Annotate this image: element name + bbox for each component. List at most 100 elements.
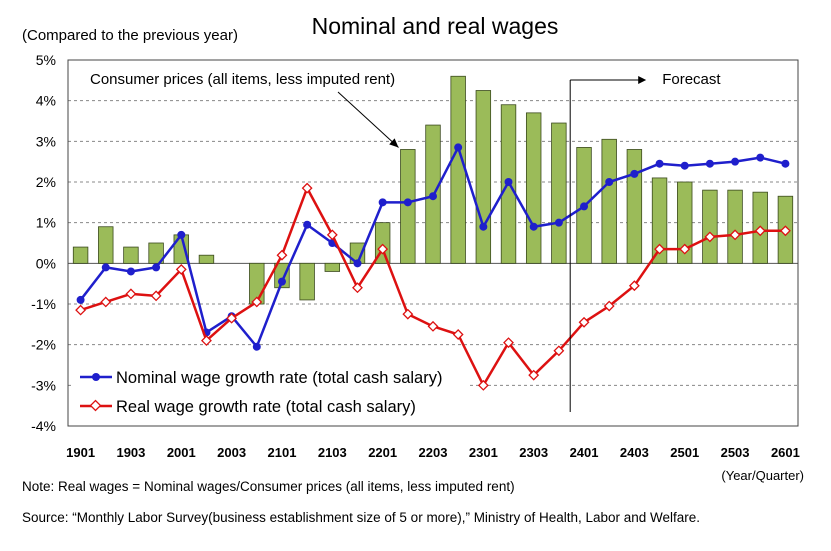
nominal-wage-point — [731, 157, 740, 166]
real-wage-point — [528, 369, 540, 381]
y-tick-label: 3% — [36, 133, 56, 149]
real-wage-point — [201, 335, 212, 347]
cpi-bar — [677, 181, 693, 264]
cpi-bar — [525, 112, 542, 264]
real-wage-point — [226, 312, 238, 324]
legend-nominal-marker — [92, 373, 100, 381]
real-wage-point — [125, 288, 137, 300]
cpi-bar — [450, 75, 466, 264]
nominal-wage-point — [504, 178, 513, 186]
cpi-bar — [601, 138, 617, 264]
x-tick-label: 2203 — [419, 445, 448, 460]
real-wage-point — [704, 231, 716, 243]
real-wage-point — [628, 280, 640, 292]
y-tick-label: -2% — [31, 337, 56, 353]
y-tick-label: -1% — [31, 296, 56, 312]
x-tick-label: 2301 — [469, 445, 498, 460]
nominal-wage-point — [252, 342, 261, 351]
x-tick-labels: 1901 1903 2001 2003 2101 2103 2201 2203 2301 2303… — [66, 445, 800, 460]
real-wage-point — [779, 225, 791, 237]
x-tick-label: 2601 — [771, 445, 800, 460]
real-wage-point — [276, 249, 288, 261]
nominal-wage-point — [479, 222, 488, 231]
x-tick-label: 2501 — [670, 445, 699, 460]
nominal-wage-point — [353, 259, 362, 268]
real-wage-point — [402, 308, 414, 320]
x-tick-label: 1901 — [66, 445, 95, 460]
nominal-wage-point — [454, 143, 463, 152]
forecast-label: Forecast — [662, 71, 721, 88]
x-tick-label: 2003 — [217, 445, 246, 460]
real-wage-point — [503, 337, 514, 349]
y-tick-label: 2% — [36, 174, 56, 190]
nominal-wage-point — [403, 198, 412, 207]
cpi-bar — [475, 90, 492, 264]
real-wage-point — [326, 229, 338, 241]
cpi-bar — [651, 177, 668, 264]
real-wage-point — [679, 243, 691, 255]
real-wage-point — [251, 296, 263, 308]
forecast-arrow-head — [638, 76, 647, 84]
y-axis-caption: (Compared to the previous year) — [22, 27, 238, 44]
cpi-bar — [626, 149, 643, 264]
cpi-annotation-arrow — [337, 91, 399, 148]
chart-title: Nominal and real wages — [312, 13, 559, 39]
nominal-wage-point — [529, 222, 538, 231]
nominal-wage-point — [429, 192, 437, 201]
line-series — [75, 143, 791, 391]
real-wage-point — [427, 320, 439, 332]
y-tick-label: 5% — [36, 52, 56, 68]
nominal-wage-point — [554, 218, 563, 227]
real-wage-point — [150, 290, 162, 302]
nominal-wage-point — [756, 153, 765, 162]
nominal-wage-point — [580, 202, 589, 211]
real-wage-point — [377, 243, 389, 255]
x-axis-caption: (Year/Quarter) — [721, 468, 804, 483]
source-text: Source: “Monthly Labor Survey(business e… — [22, 510, 701, 525]
real-wage-point — [352, 282, 363, 294]
nominal-wage-point — [177, 230, 186, 239]
nominal-wage-point — [126, 267, 135, 276]
note-text: Note: Real wages = Nominal wages/Consume… — [22, 479, 515, 494]
cpi-annotation: Consumer prices (all items, less imputed… — [90, 71, 395, 88]
real-wage-point — [477, 379, 489, 391]
y-tick-label: -4% — [31, 418, 56, 434]
y-tick-label: 4% — [36, 93, 56, 109]
real-wage-point — [578, 316, 590, 328]
y-tick-label: 1% — [36, 215, 56, 231]
cpi-bar — [400, 149, 416, 264]
nominal-wage-point — [303, 220, 312, 229]
cpi-annotation-arrow-head — [389, 138, 399, 148]
cpi-bar — [702, 189, 718, 264]
nominal-wage-point — [605, 178, 614, 186]
x-tick-label: 1903 — [116, 445, 145, 460]
real-wage-point — [301, 182, 313, 194]
cpi-bar — [198, 254, 215, 264]
real-wage-point — [754, 225, 766, 237]
x-tick-label: 2503 — [721, 445, 750, 460]
cpi-bar — [148, 242, 164, 264]
nominal-wage-point — [781, 159, 790, 168]
x-tick-label: 2403 — [620, 445, 649, 460]
real-wage-point — [75, 304, 87, 316]
x-tick-label: 2001 — [167, 445, 196, 460]
cpi-bar — [72, 246, 89, 264]
real-wage-point — [553, 345, 565, 357]
legend-real-marker — [89, 399, 102, 412]
nominal-wage-point — [101, 263, 110, 272]
nominal-wage-point — [378, 198, 387, 207]
nominal-wage-point — [76, 295, 85, 304]
y-tick-labels: 5% 4% 3% 2% 1% 0% -1% -2% -3% -4% — [31, 52, 56, 434]
real-wage-point — [729, 229, 741, 241]
y-tick-label: -3% — [31, 377, 56, 393]
nominal-wage-point — [277, 277, 286, 286]
y-tick-label: 0% — [36, 255, 56, 271]
x-tick-label: 2103 — [318, 445, 347, 460]
nominal-wage-point — [630, 169, 639, 178]
cpi-bar — [727, 189, 743, 264]
x-tick-label: 2101 — [268, 445, 297, 460]
real-wage-point — [654, 243, 665, 255]
plot-area-border — [67, 59, 799, 427]
nominal-wage-point — [655, 159, 664, 168]
